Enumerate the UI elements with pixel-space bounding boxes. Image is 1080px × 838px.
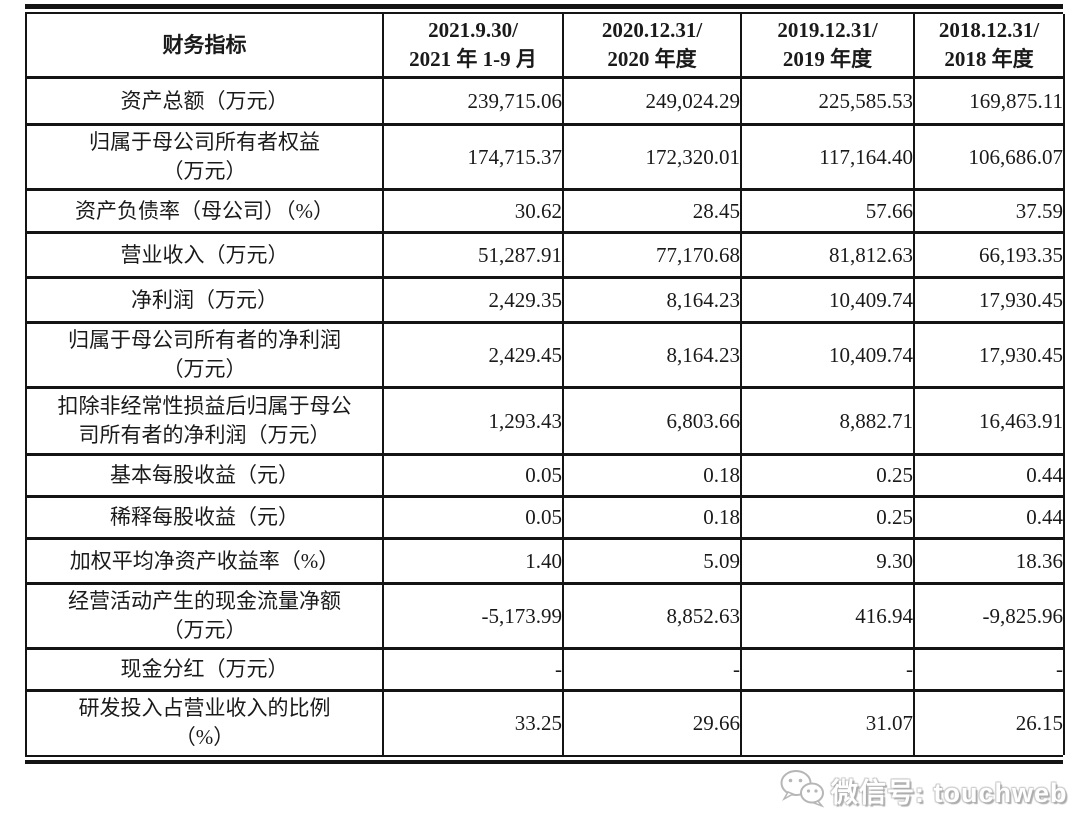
cell-value: 29.66 bbox=[562, 689, 741, 755]
cell-value: 106,686.07 bbox=[913, 123, 1064, 190]
cell-value: - bbox=[562, 647, 741, 691]
header-period-2021: 2021.9.30/ 2021 年 1-9 月 bbox=[382, 14, 563, 78]
row-label: 营业收入（万元） bbox=[25, 231, 383, 278]
cell-value: 1.40 bbox=[382, 537, 563, 584]
row-label: 基本每股收益（元） bbox=[25, 453, 383, 497]
cell-value: 416.94 bbox=[740, 582, 914, 649]
table-row: 扣除非经常性损益后归属于母公 司所有者的净利润（万元） 1,293.43 6,8… bbox=[25, 386, 1064, 455]
table-top-double-rule bbox=[25, 4, 1063, 14]
cell-value: 8,882.71 bbox=[740, 386, 914, 455]
cell-value: 9.30 bbox=[740, 537, 914, 584]
table-row: 营业收入（万元） 51,287.91 77,170.68 81,812.63 6… bbox=[25, 231, 1064, 278]
cell-value: 172,320.01 bbox=[562, 123, 741, 190]
row-label: 归属于母公司所有者的净利润 （万元） bbox=[25, 321, 383, 388]
watermark-text: 微信号: touchweb bbox=[831, 778, 1068, 808]
row-label: 研发投入占营业收入的比例 （%） bbox=[25, 689, 383, 755]
table-row: 资产总额（万元） 239,715.06 249,024.29 225,585.5… bbox=[25, 76, 1064, 125]
cell-value: 0.18 bbox=[562, 495, 741, 539]
row-label: 净利润（万元） bbox=[25, 276, 383, 323]
row-label: 经营活动产生的现金流量净额 （万元） bbox=[25, 582, 383, 649]
cell-value: 8,164.23 bbox=[562, 321, 741, 388]
row-label: 现金分红（万元） bbox=[25, 647, 383, 691]
cell-value: 18.36 bbox=[913, 537, 1064, 584]
cell-value: 28.45 bbox=[562, 188, 741, 233]
cell-value: 169,875.11 bbox=[913, 76, 1064, 125]
row-label: 资产总额（万元） bbox=[25, 76, 383, 125]
cell-value: 0.44 bbox=[913, 495, 1064, 539]
cell-value: 66,193.35 bbox=[913, 231, 1064, 278]
cell-value: 0.44 bbox=[913, 453, 1064, 497]
table-row: 现金分红（万元） - - - - bbox=[25, 647, 1064, 691]
row-label: 扣除非经常性损益后归属于母公 司所有者的净利润（万元） bbox=[25, 386, 383, 455]
header-period-2019: 2019.12.31/ 2019 年度 bbox=[740, 14, 914, 78]
header-indicator: 财务指标 bbox=[25, 14, 383, 78]
table-row: 资产负债率（母公司）（%） 30.62 28.45 57.66 37.59 bbox=[25, 188, 1064, 233]
table-row: 研发投入占营业收入的比例 （%） 33.25 29.66 31.07 26.15 bbox=[25, 689, 1064, 755]
cell-value: 174,715.37 bbox=[382, 123, 563, 190]
cell-value: - bbox=[740, 647, 914, 691]
cell-value: 5.09 bbox=[562, 537, 741, 584]
cell-value: 81,812.63 bbox=[740, 231, 914, 278]
table-row: 加权平均净资产收益率（%） 1.40 5.09 9.30 18.36 bbox=[25, 537, 1064, 584]
cell-value: 10,409.74 bbox=[740, 321, 914, 388]
cell-value: 33.25 bbox=[382, 689, 563, 755]
cell-value: 0.18 bbox=[562, 453, 741, 497]
cell-value: 31.07 bbox=[740, 689, 914, 755]
cell-value: 26.15 bbox=[913, 689, 1064, 755]
cell-value: 77,170.68 bbox=[562, 231, 741, 278]
cell-value: - bbox=[382, 647, 563, 691]
table-row: 稀释每股收益（元） 0.05 0.18 0.25 0.44 bbox=[25, 495, 1064, 539]
cell-value: 6,803.66 bbox=[562, 386, 741, 455]
cell-value: 17,930.45 bbox=[913, 276, 1064, 323]
cell-value: 57.66 bbox=[740, 188, 914, 233]
row-label: 加权平均净资产收益率（%） bbox=[25, 537, 383, 584]
financial-indicators-table: 财务指标 2021.9.30/ 2021 年 1-9 月 2020.12.31/… bbox=[25, 4, 1065, 764]
financial-table: 财务指标 2021.9.30/ 2021 年 1-9 月 2020.12.31/… bbox=[25, 14, 1065, 755]
cell-value: 8,164.23 bbox=[562, 276, 741, 323]
table-bottom-double-rule bbox=[25, 754, 1063, 764]
header-period-2020: 2020.12.31/ 2020 年度 bbox=[562, 14, 741, 78]
cell-value: -5,173.99 bbox=[382, 582, 563, 649]
cell-value: 0.05 bbox=[382, 453, 563, 497]
cell-value: 239,715.06 bbox=[382, 76, 563, 125]
cell-value: 8,852.63 bbox=[562, 582, 741, 649]
wechat-watermark: 微信号: touchweb bbox=[778, 768, 1068, 813]
row-label: 资产负债率（母公司）（%） bbox=[25, 188, 383, 233]
table-row: 经营活动产生的现金流量净额 （万元） -5,173.99 8,852.63 41… bbox=[25, 582, 1064, 649]
cell-value: 0.25 bbox=[740, 495, 914, 539]
cell-value: 51,287.91 bbox=[382, 231, 563, 278]
cell-value: 2,429.35 bbox=[382, 276, 563, 323]
cell-value: 117,164.40 bbox=[740, 123, 914, 190]
table-row: 净利润（万元） 2,429.35 8,164.23 10,409.74 17,9… bbox=[25, 276, 1064, 323]
table-row: 归属于母公司所有者的净利润 （万元） 2,429.45 8,164.23 10,… bbox=[25, 321, 1064, 388]
cell-value: 1,293.43 bbox=[382, 386, 563, 455]
cell-value: 16,463.91 bbox=[913, 386, 1064, 455]
cell-value: - bbox=[913, 647, 1064, 691]
wechat-icon bbox=[778, 768, 826, 813]
cell-value: 17,930.45 bbox=[913, 321, 1064, 388]
cell-value: 10,409.74 bbox=[740, 276, 914, 323]
cell-value: 0.05 bbox=[382, 495, 563, 539]
cell-value: 30.62 bbox=[382, 188, 563, 233]
header-period-2018: 2018.12.31/ 2018 年度 bbox=[913, 14, 1064, 78]
cell-value: 249,024.29 bbox=[562, 76, 741, 125]
cell-value: 0.25 bbox=[740, 453, 914, 497]
table-row: 归属于母公司所有者权益 （万元） 174,715.37 172,320.01 1… bbox=[25, 123, 1064, 190]
cell-value: 2,429.45 bbox=[382, 321, 563, 388]
row-label: 稀释每股收益（元） bbox=[25, 495, 383, 539]
cell-value: 37.59 bbox=[913, 188, 1064, 233]
table-header-row: 财务指标 2021.9.30/ 2021 年 1-9 月 2020.12.31/… bbox=[25, 14, 1064, 78]
cell-value: -9,825.96 bbox=[913, 582, 1064, 649]
table-row: 基本每股收益（元） 0.05 0.18 0.25 0.44 bbox=[25, 453, 1064, 497]
row-label: 归属于母公司所有者权益 （万元） bbox=[25, 123, 383, 190]
cell-value: 225,585.53 bbox=[740, 76, 914, 125]
